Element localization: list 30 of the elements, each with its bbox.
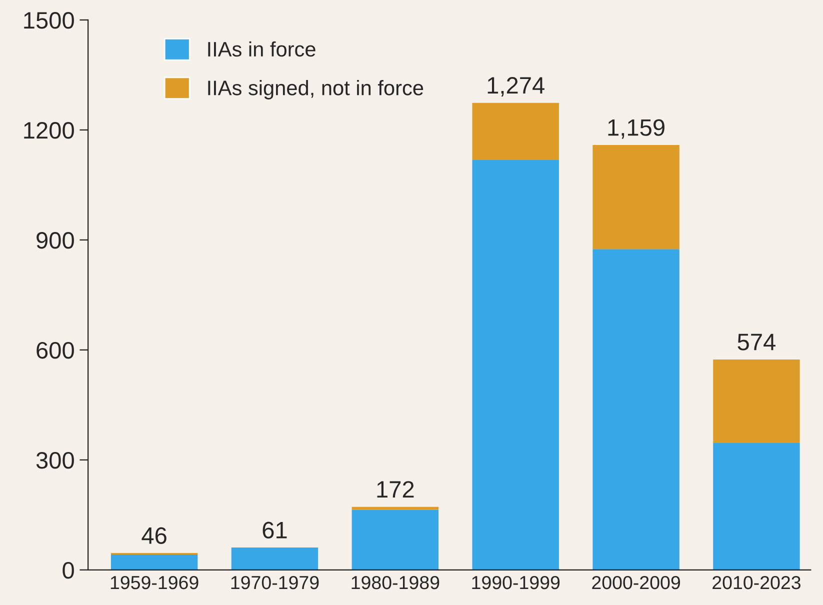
bar	[713, 359, 800, 444]
bar	[713, 443, 800, 570]
y-tick-label: 1200	[24, 122, 74, 139]
x-tick-label: 1990-1999	[472, 576, 560, 590]
bar	[110, 554, 198, 570]
y-tick-label: 300	[36, 452, 74, 469]
x-tick-label: 1970-1979	[231, 576, 319, 590]
x-tick-label: 2000-2009	[592, 576, 680, 590]
total-label: 1,159	[608, 119, 664, 139]
bar	[472, 102, 559, 160]
y-tick-label: 600	[36, 342, 74, 359]
bar	[231, 548, 318, 570]
y-tick-label: 900	[36, 232, 74, 249]
x-tick-label: 1959-1969	[110, 576, 198, 590]
x-tick-label: 2010-2023	[712, 576, 800, 590]
bar	[592, 249, 680, 570]
bar	[352, 510, 439, 570]
bar	[352, 506, 439, 510]
x-tick-label: 1980-1989	[352, 576, 440, 590]
total-label: 1,274	[488, 77, 544, 97]
total-label: 61	[262, 522, 287, 538]
total-label: 172	[377, 481, 414, 498]
bar	[592, 144, 680, 250]
bar	[472, 160, 559, 570]
y-tick-label: 0	[62, 562, 74, 579]
total-label: 574	[738, 334, 776, 350]
legend-label: IIAs signed, not in force	[208, 80, 424, 100]
legend-label: IIAs in force	[208, 41, 316, 57]
y-tick-label: 1500	[24, 12, 74, 29]
total-label: 46	[142, 527, 166, 544]
